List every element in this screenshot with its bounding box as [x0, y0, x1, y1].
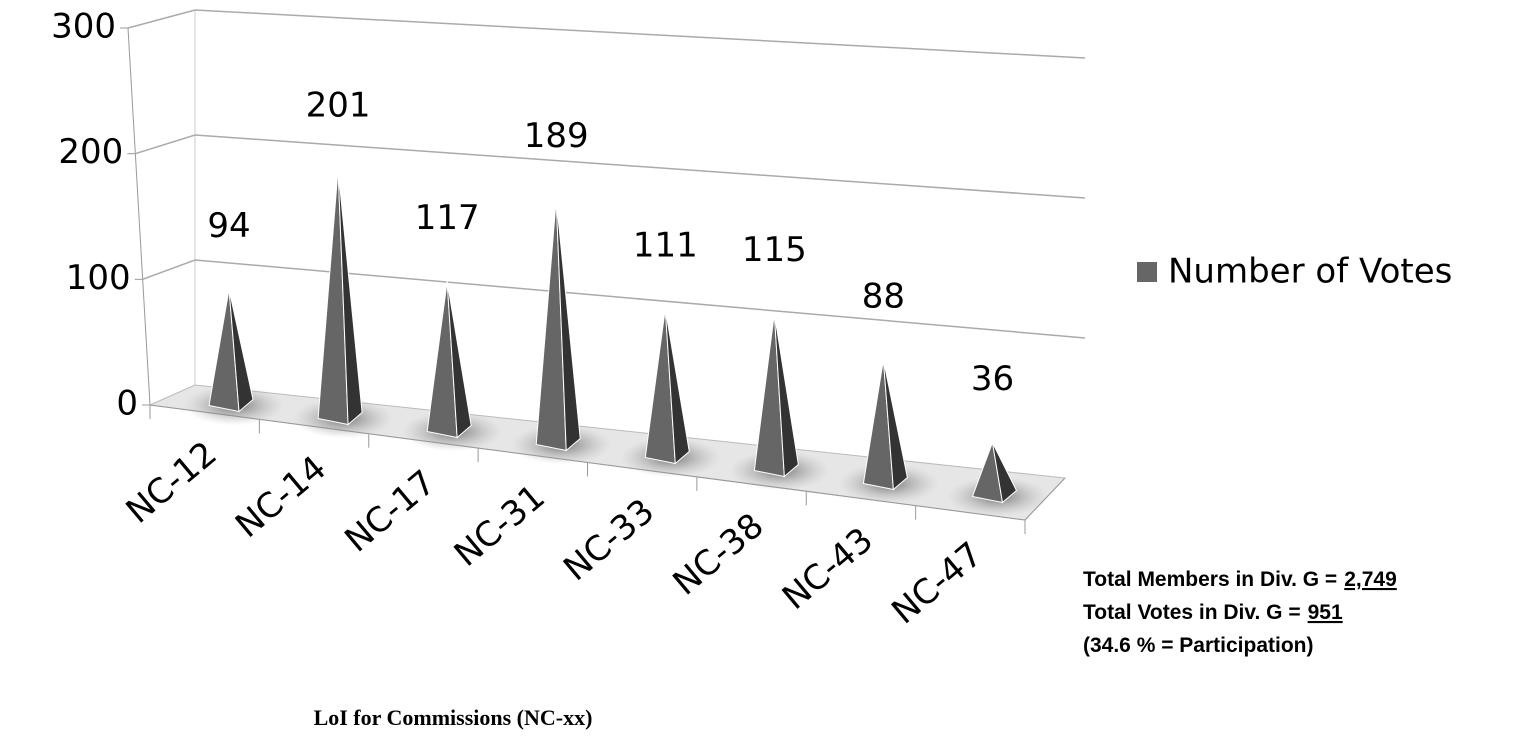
grid-line [127, 9, 1086, 59]
pyramid-right-face [228, 289, 254, 413]
annotation: (34.6 % = Participation) [1083, 634, 1314, 657]
x-tick-label: NC-33 [556, 491, 662, 589]
pyramid-right-face [664, 308, 690, 465]
data-label: 117 [415, 198, 480, 238]
data-label: 201 [306, 86, 371, 126]
data-label: 111 [633, 225, 698, 265]
pyramid-right-face [991, 442, 1018, 504]
y-tick-label: 300 [51, 7, 116, 47]
annotation-text: Total Votes in Div. G = [1083, 601, 1301, 624]
pyramid-right-face [337, 168, 363, 426]
pyramid-right-face [882, 359, 908, 491]
legend-swatch [1137, 262, 1157, 282]
x-tick-label: NC-31 [447, 477, 553, 575]
pyramid [426, 281, 472, 439]
data-label: 115 [742, 230, 807, 270]
x-tick-label: NC-14 [228, 448, 334, 546]
pyramid [644, 308, 690, 465]
pyramid [753, 313, 799, 478]
pyramid-right-face [555, 199, 581, 452]
x-tick-label: NC-17 [337, 462, 443, 560]
x-axis-label: LoI for Commissions (NC-xx) [314, 705, 593, 730]
annotation-text: (34.6 % = Participation) [1083, 634, 1314, 657]
pyramid-right-face [773, 313, 799, 478]
pyramid [535, 199, 581, 452]
x-tick-label: NC-43 [775, 520, 881, 618]
pyramid-right-face [446, 281, 472, 439]
annotation-value: 2,749 [1344, 568, 1397, 591]
data-label: 88 [862, 276, 905, 316]
annotation-value: 951 [1308, 601, 1343, 624]
data-label: 189 [524, 116, 589, 156]
grid-line [135, 134, 1086, 199]
x-tick-label: NC-12 [119, 434, 225, 532]
pyramid [971, 440, 1018, 504]
y-axis-line [127, 27, 151, 406]
annotation: Total Members in Div. G = 2,749 [1083, 568, 1397, 591]
pyramid [862, 359, 908, 491]
data-label: 94 [207, 206, 250, 246]
annotation: Total Votes in Div. G = 951 [1083, 601, 1343, 624]
legend-label: Number of Votes [1168, 252, 1452, 292]
grid-line [142, 259, 1086, 339]
y-tick-label: 200 [58, 132, 123, 172]
pyramid [317, 168, 363, 426]
data-label: 36 [971, 359, 1014, 399]
x-tick-label: NC-47 [884, 534, 990, 632]
annotation-text: Total Members in Div. G = [1083, 568, 1337, 591]
y-tick-label: 0 [116, 384, 138, 424]
y-tick-label: 100 [66, 258, 131, 298]
pyramid [208, 289, 254, 413]
x-tick-label: NC-38 [666, 506, 772, 604]
